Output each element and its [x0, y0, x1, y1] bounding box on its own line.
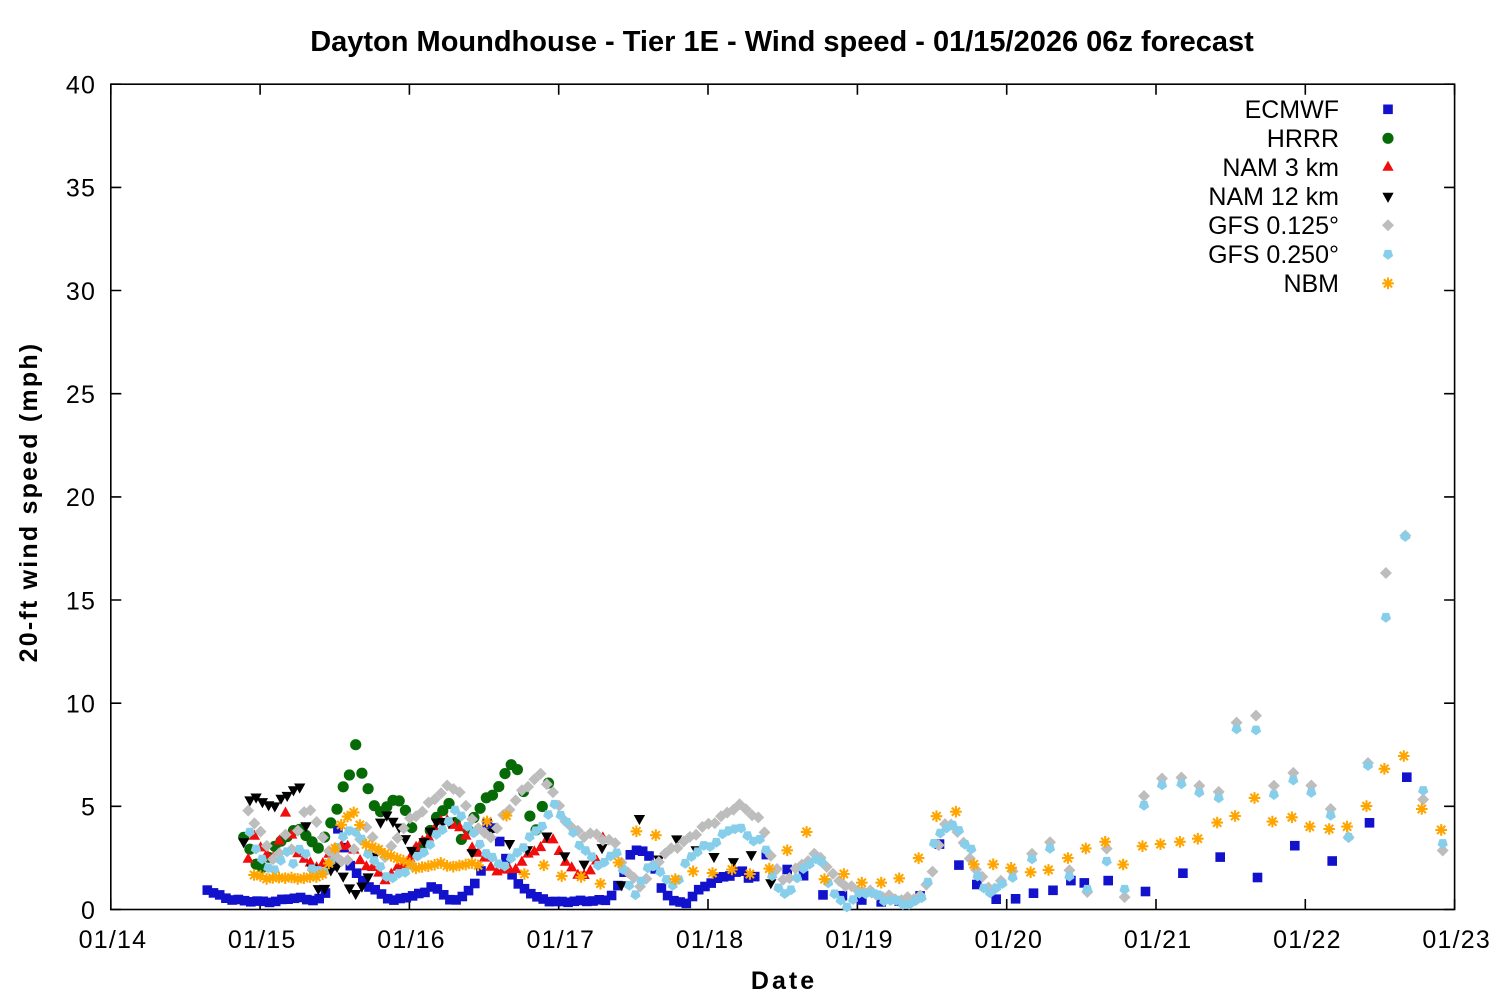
svg-text:01/14: 01/14	[79, 926, 148, 954]
svg-text:10: 10	[66, 691, 96, 719]
svg-text:01/18: 01/18	[676, 926, 745, 954]
svg-text:01/21: 01/21	[1124, 926, 1193, 954]
svg-text:HRRR: HRRR	[1267, 125, 1339, 153]
svg-text:30: 30	[66, 278, 96, 306]
svg-text:01/16: 01/16	[377, 926, 446, 954]
svg-text:0: 0	[81, 897, 96, 925]
svg-text:GFS 0.250°: GFS 0.250°	[1208, 241, 1339, 269]
svg-text:GFS 0.125°: GFS 0.125°	[1208, 212, 1339, 240]
svg-text:35: 35	[66, 175, 96, 203]
svg-text:40: 40	[66, 72, 96, 100]
svg-text:NBM: NBM	[1283, 270, 1339, 298]
svg-text:5: 5	[81, 794, 96, 822]
svg-text:01/20: 01/20	[975, 926, 1044, 954]
svg-text:25: 25	[66, 381, 96, 409]
svg-text:01/22: 01/22	[1273, 926, 1342, 954]
svg-text:20-ft wind speed (mph): 20-ft wind speed (mph)	[15, 342, 43, 663]
svg-text:NAM 3 km: NAM 3 km	[1222, 154, 1339, 182]
svg-text:ECMWF: ECMWF	[1245, 96, 1339, 124]
svg-text:NAM 12 km: NAM 12 km	[1208, 183, 1339, 211]
svg-text:01/17: 01/17	[527, 926, 596, 954]
svg-text:01/19: 01/19	[825, 926, 894, 954]
svg-text:20: 20	[66, 484, 96, 512]
svg-text:Date: Date	[751, 967, 817, 995]
svg-text:01/23: 01/23	[1422, 926, 1491, 954]
svg-text:Dayton Moundhouse - Tier 1E -: Dayton Moundhouse - Tier 1E - Wind speed…	[310, 26, 1254, 58]
svg-text:01/15: 01/15	[228, 926, 297, 954]
svg-text:15: 15	[66, 587, 96, 615]
